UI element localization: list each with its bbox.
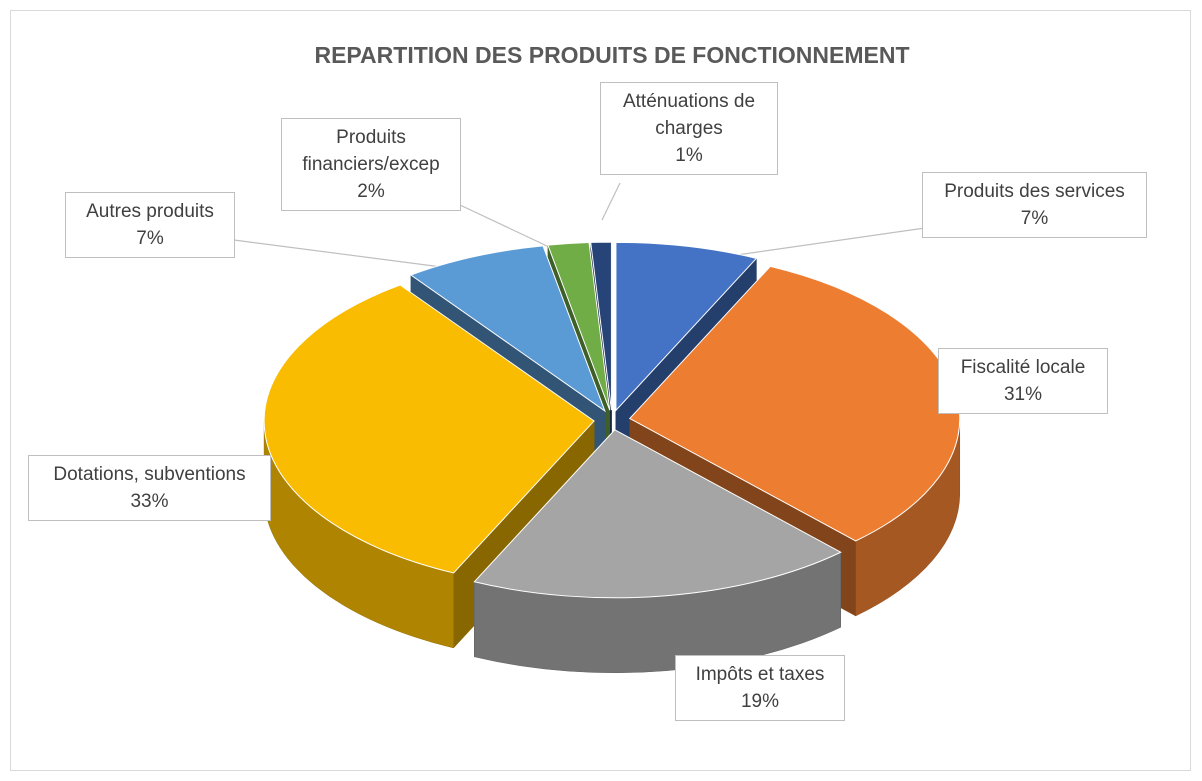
slice — [615, 241, 758, 412]
label-category: Produits des services — [944, 181, 1125, 202]
data-label: Fiscalité locale 31% — [938, 348, 1108, 414]
label-category: Produits financiers/excep — [302, 127, 440, 175]
label-category: Atténuations de charges — [622, 91, 756, 139]
leader-line — [459, 204, 565, 255]
leader-line — [601, 182, 621, 221]
slice — [547, 241, 611, 411]
label-value: 19% — [740, 691, 780, 712]
label-category: Autres produits — [86, 201, 214, 222]
label-category: Impôts et taxes — [695, 664, 825, 685]
data-label: Produits financiers/excep 2% — [281, 118, 461, 211]
slice — [409, 245, 606, 413]
slice — [590, 241, 612, 411]
label-category: Fiscalité locale — [960, 357, 1086, 378]
label-value: 7% — [1020, 208, 1049, 229]
data-label: Impôts et taxes 19% — [675, 655, 845, 721]
slice — [263, 284, 595, 574]
slice — [473, 429, 842, 599]
label-value: 7% — [136, 228, 164, 249]
label-value: 33% — [130, 491, 169, 512]
chart-title: REPARTITION DES PRODUITS DE FONCTIONNEME… — [314, 42, 909, 68]
data-label: Dotations, subventions 33% — [28, 455, 271, 521]
data-label: Autres produits 7% — [65, 192, 235, 258]
label-value: 31% — [1003, 384, 1043, 405]
label-value: 2% — [357, 181, 385, 202]
label-value: 1% — [675, 145, 703, 166]
data-label: Produits des services 7% — [922, 172, 1147, 238]
label-category: Dotations, subventions — [53, 464, 246, 485]
data-label: Atténuations de charges 1% — [600, 82, 778, 175]
